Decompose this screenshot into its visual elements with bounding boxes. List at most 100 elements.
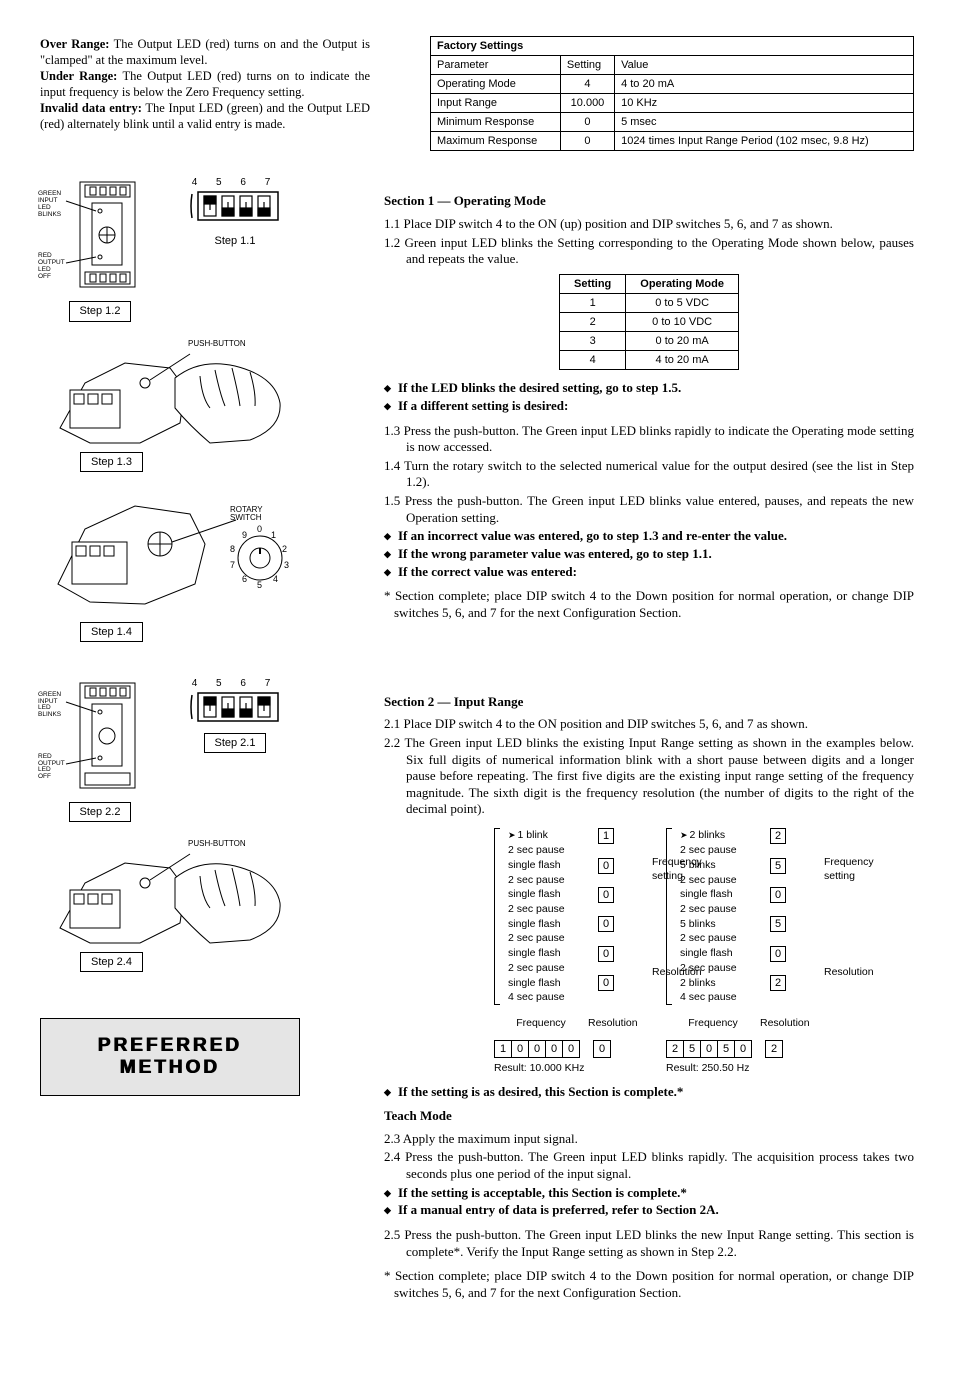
svg-text:6: 6 <box>242 574 247 584</box>
cell: 0 to 20 mA <box>626 332 739 351</box>
blink-digit: 0 <box>770 946 786 962</box>
intro-block: Over Range: The Output LED (red) turns o… <box>40 36 370 132</box>
table-row: Input Range10.00010 KHz <box>431 94 914 113</box>
blink-row: 5 blinks5 <box>672 916 786 932</box>
result-row-1: 1 0 0 0 0 0 <box>494 1040 632 1058</box>
blink-row: 2 sec pause <box>500 903 614 916</box>
bullet-2a: If the setting is as desired, this Secti… <box>398 1084 914 1101</box>
cell: Input Range <box>431 94 561 113</box>
bullet-1a: If the LED blinks the desired setting, g… <box>398 380 914 397</box>
step-2-1: 2.1 Place DIP switch 4 to the ON positio… <box>384 716 914 733</box>
factory-h2: Value <box>615 56 914 75</box>
step-2-2: 2.2 The Green input LED blinks the exist… <box>384 735 914 818</box>
head-freq-2: Frequency <box>666 1017 760 1030</box>
preferred-line-2: METHOD <box>41 1057 299 1079</box>
pushbutton-label: PUSH-BUTTON <box>188 340 246 348</box>
opmode-h1: Operating Mode <box>626 274 739 293</box>
cell: Maximum Response <box>431 132 561 151</box>
table-row: 10 to 5 VDC <box>559 294 738 313</box>
caption-2-4: Step 2.4 <box>80 952 143 972</box>
diagram-step-1-2: GREEN INPUT LED BLINKS RED OUTPUT LED OF… <box>40 177 160 321</box>
bullet-2b: If the setting is acceptable, this Secti… <box>398 1185 914 1202</box>
blink-row: 2 sec pause <box>500 932 614 945</box>
cell: 4 to 20 mA <box>626 351 739 370</box>
blink-row: 2 sec pause <box>672 903 786 916</box>
blink-digit: 0 <box>598 858 614 874</box>
blink-digit: 5 <box>770 858 786 874</box>
blink-example-1: 1 blink12 sec pausesingle flash02 sec pa… <box>494 828 632 1076</box>
blink-row: 2 blinks2 <box>672 975 786 991</box>
factory-h1: Setting <box>560 56 614 75</box>
digit: 2 <box>765 1040 783 1058</box>
caption-1-2: Step 1.2 <box>69 301 132 321</box>
preferred-method-box: PREFERRED METHOD <box>40 1018 300 1096</box>
step-1-4: 1.4 Turn the rotary switch to the select… <box>384 458 914 491</box>
diagram-step-1-3: PUSH-BUTTON Step 1.3 <box>40 338 370 472</box>
blink-row: 1 blink1 <box>500 828 614 844</box>
diagram-step-1-1: 4 5 6 7 Step 1.1 <box>190 177 280 250</box>
blink-row: single flash0 <box>672 887 786 903</box>
cell: 1 <box>559 294 625 313</box>
bullet-1c: If an incorrect value was entered, go to… <box>398 528 914 545</box>
green-led-label-2: GREEN INPUT LED BLINKS <box>38 692 61 719</box>
rotary-switch-icon: 0123 4567 89 <box>40 488 310 618</box>
dip-switch-icon <box>190 691 280 723</box>
section-1-title: Section 1 — Operating Mode <box>384 193 914 210</box>
diagram-step-1-4: ROTARY SWITCH 0123 4567 89 Step 1.4 <box>40 488 370 642</box>
svg-text:4: 4 <box>273 574 278 584</box>
blink-digit: 1 <box>598 828 614 844</box>
caption-1-1: Step 1.1 <box>205 232 266 250</box>
blink-row: 4 sec pause <box>672 991 786 1004</box>
red-led-label-2: RED OUTPUT LED OFF <box>38 754 65 781</box>
result-row-2: 2 5 0 5 0 2 <box>666 1040 804 1058</box>
blink-digit: 0 <box>598 887 614 903</box>
cell: 4 <box>560 75 614 94</box>
digit: 2 <box>666 1040 684 1058</box>
operating-mode-table: Setting Operating Mode 10 to 5 VDC 20 to… <box>559 274 739 370</box>
digit: 5 <box>717 1040 735 1058</box>
table-row: Minimum Response05 msec <box>431 113 914 132</box>
factory-h0: Parameter <box>431 56 561 75</box>
step-2-5: 2.5 Press the push-button. The Green inp… <box>384 1227 914 1260</box>
step-1-3: 1.3 Press the push-button. The Green inp… <box>384 423 914 456</box>
digit: 0 <box>700 1040 718 1058</box>
step-2-3: 2.3 Apply the maximum input signal. <box>384 1131 914 1148</box>
svg-text:3: 3 <box>284 560 289 570</box>
caption-1-4: Step 1.4 <box>80 622 143 642</box>
diagram-step-2-4: PUSH-BUTTON Step 2.4 <box>40 838 370 972</box>
cell: 0 <box>560 132 614 151</box>
bullet-1b: If a different setting is desired: <box>398 398 914 415</box>
dip-numbers-2: 4 5 6 7 <box>190 678 280 691</box>
step-2-4: 2.4 Press the push-button. The Green inp… <box>384 1149 914 1182</box>
blink-digit: 0 <box>598 975 614 991</box>
digit: 0 <box>562 1040 580 1058</box>
under-range-heading: Under Range: <box>40 69 117 83</box>
blink-digit: 0 <box>598 916 614 932</box>
cell: Minimum Response <box>431 113 561 132</box>
blink-row: 2 sec pause <box>500 962 614 975</box>
table-row: 20 to 10 VDC <box>559 313 738 332</box>
blink-row: single flash0 <box>500 887 614 903</box>
blink-row: single flash0 <box>500 916 614 932</box>
svg-text:9: 9 <box>242 530 247 540</box>
section-2-title: Section 2 — Input Range <box>384 694 914 711</box>
over-range-heading: Over Range: <box>40 37 109 51</box>
section-2-note: * Section complete; place DIP switch 4 t… <box>384 1268 914 1301</box>
blink-row: 2 sec pause <box>500 844 614 857</box>
blink-row: 5 blinks5 <box>672 858 786 874</box>
step-1-5: 1.5 Press the push-button. The Green inp… <box>384 493 914 526</box>
cell: 10 KHz <box>615 94 914 113</box>
digit: 0 <box>511 1040 529 1058</box>
cell: 0 to 5 VDC <box>626 294 739 313</box>
head-res-2: Resolution <box>760 1017 804 1030</box>
red-led-label: RED OUTPUT LED OFF <box>38 253 65 280</box>
cell: 2 <box>559 313 625 332</box>
blink-row: 2 sec pause <box>500 874 614 887</box>
svg-text:0: 0 <box>257 524 262 534</box>
blink-row: 2 sec pause <box>672 844 786 857</box>
digit: 5 <box>683 1040 701 1058</box>
blink-row: 2 sec pause <box>672 962 786 975</box>
result-1: Result: 10.000 KHz <box>494 1062 632 1075</box>
table-row: 30 to 20 mA <box>559 332 738 351</box>
cell: 0 <box>560 113 614 132</box>
